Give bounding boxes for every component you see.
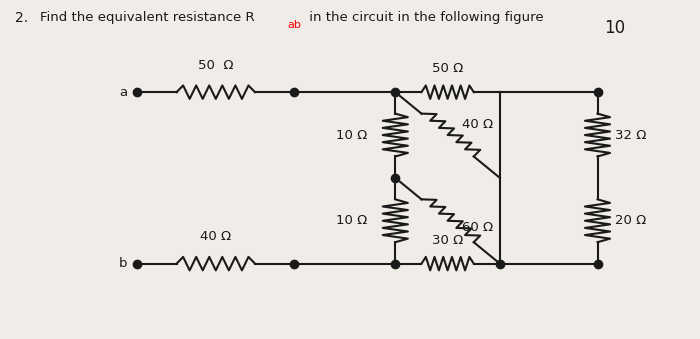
Text: ab: ab (287, 20, 301, 30)
Text: in the circuit in the following figure: in the circuit in the following figure (304, 12, 543, 24)
Text: 32 Ω: 32 Ω (615, 128, 646, 142)
Text: 50 Ω: 50 Ω (432, 62, 463, 75)
Text: a: a (119, 86, 127, 99)
Text: b: b (118, 257, 127, 270)
Text: 50  Ω: 50 Ω (198, 59, 234, 72)
Text: Find the equivalent resistance R: Find the equivalent resistance R (40, 12, 254, 24)
Text: 10 Ω: 10 Ω (336, 214, 368, 227)
Text: 30 Ω: 30 Ω (432, 234, 463, 247)
Text: 40 Ω: 40 Ω (461, 118, 493, 132)
Text: 2.: 2. (15, 12, 29, 25)
Text: 10: 10 (604, 19, 626, 37)
Text: 60 Ω: 60 Ω (461, 221, 493, 234)
Text: 10 Ω: 10 Ω (336, 128, 368, 142)
Text: 40 Ω: 40 Ω (200, 231, 231, 243)
Text: 20 Ω: 20 Ω (615, 214, 646, 227)
